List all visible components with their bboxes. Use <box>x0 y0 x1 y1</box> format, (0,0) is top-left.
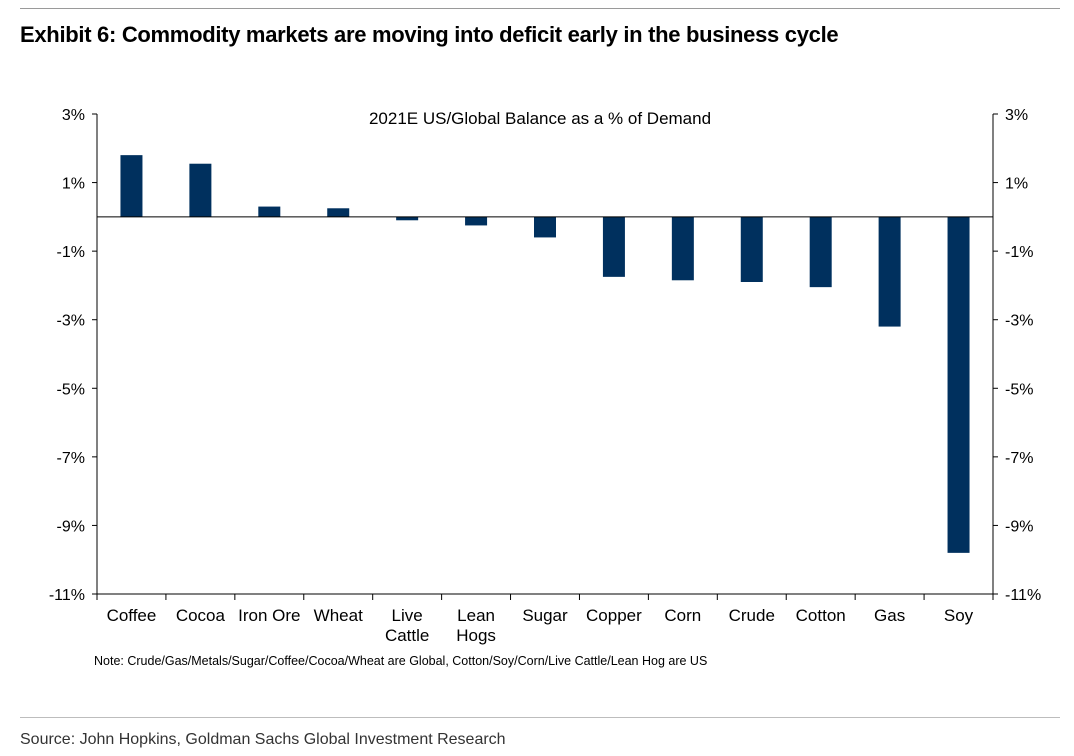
bar-sugar <box>534 216 556 238</box>
y-tick-label-right: 3% <box>1005 107 1028 124</box>
bar-corn <box>671 216 694 281</box>
y-tick-label-left: -7% <box>57 450 85 467</box>
exhibit-title: Exhibit 6: Commodity markets are moving … <box>20 22 839 47</box>
y-tick-label-left: -3% <box>57 313 85 330</box>
x-tick-label: Coffee <box>107 606 157 625</box>
x-tick-label: Corn <box>664 606 701 625</box>
x-tick-label: Cotton <box>796 606 846 625</box>
y-tick-label-left: -5% <box>57 381 85 398</box>
bar-crude <box>740 216 763 282</box>
y-tick-label-left: -1% <box>57 244 85 261</box>
y-tick-label-right: 1% <box>1005 176 1028 193</box>
x-tick-label: Live Cattle <box>385 606 429 645</box>
x-tick-label: Copper <box>586 606 642 625</box>
bar-gas <box>878 216 901 327</box>
bar-wheat <box>327 208 350 217</box>
chart-title: 2021E US/Global Balance as a % of Demand <box>369 109 711 128</box>
x-tick-label: Lean Hogs <box>456 606 496 645</box>
bar-cotton <box>809 216 832 288</box>
bottom-rule <box>20 717 1060 718</box>
bar-cocoa <box>189 163 212 217</box>
x-tick-label: Sugar <box>522 606 568 625</box>
y-tick-label-left: -9% <box>57 518 85 535</box>
top-rule <box>20 8 1060 9</box>
y-tick-label-right: -7% <box>1005 450 1033 467</box>
y-tick-label-left: 3% <box>62 107 85 124</box>
x-tick-label: Iron Ore <box>238 606 300 625</box>
x-tick-label: Wheat <box>314 606 363 625</box>
y-tick-label-right: -3% <box>1005 313 1033 330</box>
bar-live-cattle <box>396 216 419 221</box>
bar-copper <box>602 216 625 277</box>
bar-lean-hogs <box>465 216 488 226</box>
bar-iron-ore <box>258 206 281 217</box>
bar-coffee <box>120 155 143 217</box>
source-line: Source: John Hopkins, Goldman Sachs Glob… <box>20 731 506 748</box>
y-tick-label-right: -1% <box>1005 244 1033 261</box>
bar-soy <box>947 216 970 553</box>
y-tick-label-left: 1% <box>62 176 85 193</box>
y-tick-label-left: -11% <box>49 587 85 604</box>
y-tick-label-right: -5% <box>1005 381 1033 398</box>
x-tick-label: Cocoa <box>176 606 226 625</box>
y-tick-label-right: -9% <box>1005 518 1033 535</box>
x-tick-label: Gas <box>874 606 905 625</box>
x-tick-label: Crude <box>729 606 775 625</box>
y-tick-label-right: -11% <box>1005 587 1041 604</box>
chart-note: Note: Crude/Gas/Metals/Sugar/Coffee/Coco… <box>94 654 708 668</box>
x-tick-label: Soy <box>944 606 974 625</box>
